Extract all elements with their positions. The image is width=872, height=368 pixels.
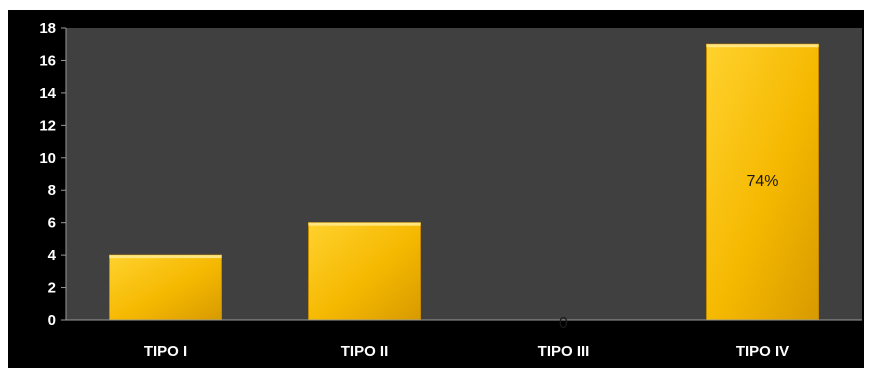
bar-top-highlight bbox=[706, 44, 819, 48]
x-category-label: TIPO II bbox=[341, 343, 389, 360]
y-tick-label: 16 bbox=[39, 52, 56, 69]
y-tick-label: 6 bbox=[48, 215, 56, 232]
bars-group bbox=[109, 43, 819, 321]
y-tick-label: 12 bbox=[39, 117, 56, 134]
x-category-label: TIPO I bbox=[144, 343, 187, 360]
y-tick-label: 14 bbox=[39, 85, 56, 102]
x-axis: TIPO I TIPO II TIPO III TIPO IV bbox=[66, 319, 862, 360]
y-tick-label: 2 bbox=[48, 280, 56, 297]
x-category-label: TIPO III bbox=[538, 343, 590, 360]
y-tick-label: 18 bbox=[39, 20, 56, 37]
bar bbox=[109, 254, 222, 321]
bar bbox=[308, 222, 421, 321]
data-labels-group: 0 74% bbox=[559, 173, 778, 332]
bar-data-label: 74% bbox=[746, 173, 778, 190]
bar-top-highlight bbox=[109, 255, 222, 259]
y-tick-label: 10 bbox=[39, 150, 56, 167]
y-tick-label: 4 bbox=[48, 247, 57, 264]
y-tick-label: 8 bbox=[48, 182, 56, 199]
x-category-label: TIPO IV bbox=[736, 343, 789, 360]
y-tick-label: 0 bbox=[48, 312, 56, 329]
bar bbox=[706, 43, 819, 321]
y-axis: 0 2 4 6 8 10 12 14 16 18 bbox=[39, 20, 67, 329]
bar-top-highlight bbox=[308, 222, 421, 226]
bar-data-label: 0 bbox=[559, 315, 568, 332]
